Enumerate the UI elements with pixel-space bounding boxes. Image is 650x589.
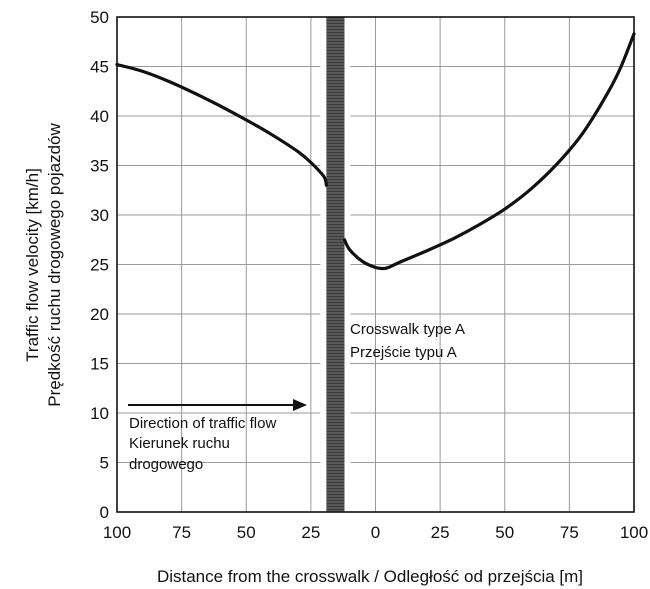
y-tick-label: 45 <box>90 58 109 77</box>
y-tick-label: 0 <box>100 503 109 522</box>
y-axis-label-en: Traffic flow velocity [km/h] <box>23 168 42 362</box>
x-tick-label: 25 <box>431 523 450 542</box>
x-tick-label: 100 <box>103 523 131 542</box>
y-tick-label: 25 <box>90 256 109 275</box>
direction-annotation: Direction of traffic flow Kierunek ruchu… <box>128 399 307 473</box>
y-tick-label: 35 <box>90 157 109 176</box>
y-tick-label: 15 <box>90 355 109 374</box>
x-tick-label: 0 <box>371 523 380 542</box>
y-tick-label: 30 <box>90 206 109 225</box>
y-tick-label: 40 <box>90 107 109 126</box>
y-tick-label: 5 <box>100 454 109 473</box>
y-axis-label-pl: Prędkość ruchu drogowego pojazdów <box>45 123 64 407</box>
y-tick-labels: 0 5 10 15 20 25 30 35 40 45 50 <box>90 8 109 522</box>
grid-lines <box>117 17 634 512</box>
x-tick-label: 50 <box>495 523 514 542</box>
plot-frame <box>116 16 635 513</box>
crosswalk-layer <box>320 17 351 512</box>
direction-label-pl-2: drogowego <box>129 456 203 473</box>
x-tick-label: 75 <box>560 523 579 542</box>
crosswalk-band <box>326 17 345 512</box>
x-tick-label: 75 <box>172 523 191 542</box>
x-tick-label: 50 <box>237 523 256 542</box>
series-line-after <box>342 32 636 271</box>
direction-label-en: Direction of traffic flow <box>129 415 276 432</box>
y-tick-label: 10 <box>90 404 109 423</box>
crosswalk-label-en: Crosswalk type A <box>350 321 465 338</box>
x-tick-label: 25 <box>301 523 320 542</box>
y-tick-label: 50 <box>90 8 109 27</box>
x-tick-labels: 100 75 50 25 0 25 50 75 100 <box>103 523 648 542</box>
direction-label-pl-1: Kierunek ruchu <box>129 435 230 452</box>
y-tick-label: 20 <box>90 305 109 324</box>
x-axis-label: Distance from the crosswalk / Odległość … <box>157 567 583 586</box>
series-line-before <box>115 62 328 187</box>
direction-arrow-icon <box>293 399 307 411</box>
x-tick-label: 100 <box>620 523 648 542</box>
series-lines <box>115 32 636 271</box>
crosswalk-label: Crosswalk type A Przejście typu A <box>350 321 465 361</box>
crosswalk-label-pl: Przejście typu A <box>350 344 457 361</box>
